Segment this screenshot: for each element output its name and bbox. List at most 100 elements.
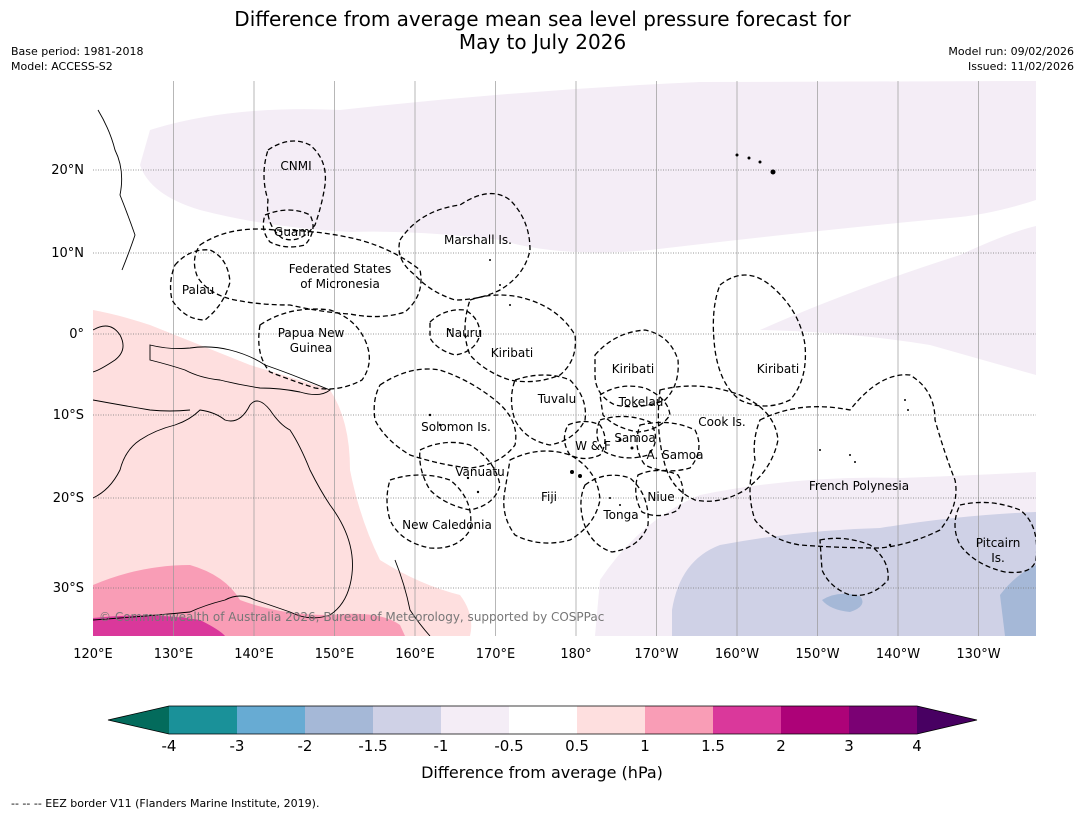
eez-french-polynesia [749,374,957,549]
colorbar-bin [781,706,849,734]
label-fiji: Fiji [541,490,557,504]
eez-cook [657,385,779,502]
eez-nauru [429,309,481,356]
eez-american-samoa [636,421,700,472]
colorbar-tick: 1 [640,737,650,755]
colorbar-bin [713,706,781,734]
colorbar-tick: -1.5 [358,737,387,755]
colorbar-bin [305,706,373,734]
island-dots [428,153,909,547]
colorbar-bin [441,706,509,734]
colorbar-extend-max [917,706,977,734]
eez-southeast-extra [819,537,889,597]
colorbar-bin [849,706,917,734]
lon-label: 170°E [476,647,516,662]
eez-samoa [596,415,657,459]
lon-label: 130°W [956,647,1000,662]
lon-label: 160°W [715,647,759,662]
base-period: Base period: 1981-2018 [11,45,144,58]
colorbar-tick: 0.5 [565,737,589,755]
colorbar-bin [645,706,713,734]
map-title: Difference from average mean sea level p… [0,8,1085,54]
eez-guam [262,209,314,248]
eez-footnote: -- -- -- EEZ border V11 (Flanders Marine… [11,797,320,810]
eez-wallis-futuna [563,420,606,460]
lon-label: 150°E [315,647,355,662]
colorbar-bin [509,706,577,734]
longitude-labels: 120°E 130°E 140°E 150°E 160°E 170°E 180°… [73,647,1000,662]
lon-label: 180° [560,647,591,662]
label-french-polynesia: French Polynesia [809,479,909,493]
eez-pitcairn [954,501,1036,574]
colorbar-bin [237,706,305,734]
philippines-coastline [97,109,136,271]
lon-label: 140°W [876,647,920,662]
label-guam: Guam [274,225,310,239]
latitude-labels: 20°N 10°N 0° 10°S 20°S 30°S [51,163,84,596]
copyright-notice: © Commonwealth of Australia 2026, Bureau… [99,610,604,624]
label-tonga: Tonga [602,508,638,522]
new-guinea-coastline [149,344,331,395]
label-niue: Niue [647,490,674,504]
label-marshall-islands: Marshall Is. [444,233,512,247]
label-tuvalu: Tuvalu [537,392,577,406]
colorbar-tick: -3 [230,737,245,755]
title-line-2: May to July 2026 [458,30,627,54]
longitude-gridlines [173,81,979,636]
eez-tonga [580,474,649,553]
colorbar-tick: 2 [776,737,786,755]
eez-kiribati-east [712,274,807,407]
map-panel: CNMI Guam Marshall Is. Federated States … [93,81,1036,636]
eez-vanuatu [419,441,501,511]
borneo-sulawesi-coastline [93,325,124,373]
anomaly-region-southeast-pacific-strong [672,512,1036,636]
eez-new-caledonia [386,474,472,549]
eez-kiribati-central [594,329,679,408]
colorbar-tick: -2 [298,737,313,755]
anomaly-region-southwest-strongest [93,615,225,636]
colorbar-extend-min [108,706,169,734]
label-solomon-islands: Solomon Is. [421,420,491,434]
australia-coastline [93,400,353,621]
lon-label: 140°E [234,647,274,662]
lat-label: 20°N [51,163,84,178]
model-name: Model: ACCESS-S2 [11,60,113,73]
label-american-samoa: A. Samoa [647,448,704,462]
label-cnmi: CNMI [280,159,311,173]
eez-png [258,308,370,390]
lat-label: 30°S [53,581,84,596]
label-fsm-line-2: of Micronesia [300,277,380,291]
colorbar-tick: 1.5 [701,737,725,755]
eez-marshall [398,193,531,301]
colorbar-title: Difference from average (hPa) [421,763,663,782]
eez-solomon [373,368,517,469]
colorbar-tick: -1 [434,737,449,755]
model-run: Model run: 09/02/2026 [948,45,1074,58]
lon-label: 130°E [154,647,194,662]
eez-borders [169,140,1036,597]
eez-palau [169,249,231,321]
label-png-line-1: Papua New [278,326,345,340]
colorbar-tick: 4 [912,737,922,755]
label-kiribati-central: Kiribati [612,362,654,376]
anomaly-region-small-patch [822,593,863,612]
coastlines [93,109,431,636]
eez-tuvalu [510,374,587,446]
colorbar: -4 -3 -2 -1.5 -1 -0.5 0.5 1 1.5 2 3 4 Di… [107,705,978,782]
new-zealand-coastline [394,559,431,636]
place-labels: CNMI Guam Marshall Is. Federated States … [182,159,1020,565]
eez-fiji [503,450,601,544]
label-palau: Palau [182,283,214,297]
anomaly-region-north-pacific [140,81,1036,253]
label-pitcairn-line-1: Pitcairn [976,536,1021,550]
lat-label: 10°N [51,246,84,261]
lon-label: 160°E [395,647,435,662]
title-line-1: Difference from average mean sea level p… [234,7,851,31]
lat-label: 10°S [53,408,84,423]
colorbar-tick: -0.5 [494,737,523,755]
colorbar-tick: 3 [844,737,854,755]
label-kiribati-east: Kiribati [757,362,799,376]
label-new-caledonia: New Caledonia [402,518,492,532]
lat-label: 20°S [53,491,84,506]
label-fsm-line-1: Federated States [289,262,391,276]
